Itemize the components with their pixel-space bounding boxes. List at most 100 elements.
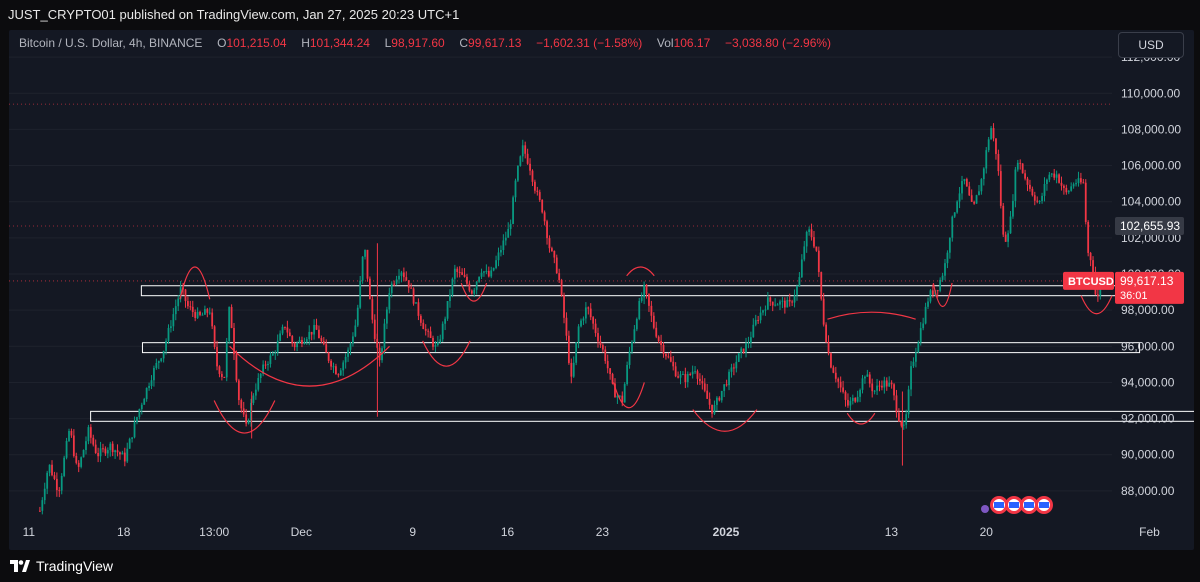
candle-body (839, 381, 842, 388)
symbol-title[interactable]: Bitcoin / U.S. Dollar, 4h, BINANCE (19, 36, 203, 50)
x-tick-label: 13:00 (199, 525, 229, 539)
candle-body (284, 326, 286, 328)
candle-body (592, 317, 595, 324)
event-flags (981, 496, 1053, 514)
candle-body (128, 438, 131, 449)
candle-body (876, 385, 878, 391)
candle-body (43, 488, 46, 501)
candle-body (691, 371, 694, 375)
candle-body (927, 301, 929, 307)
candle-body (371, 299, 374, 320)
candle-body (771, 301, 774, 306)
candle-body (97, 453, 100, 457)
candle-body (111, 443, 114, 453)
x-tick-label: Dec (291, 525, 312, 539)
candle-body (259, 373, 262, 379)
candle-body (951, 216, 954, 238)
candle-body (953, 212, 956, 217)
candle-body (1053, 173, 1056, 178)
candle-body (63, 457, 66, 476)
candle-body (618, 395, 621, 397)
candle-body (349, 343, 352, 350)
candle-body (689, 374, 692, 376)
candle-body (218, 366, 221, 374)
candle-body (330, 360, 332, 367)
candle-body (102, 448, 104, 450)
candle-body (436, 342, 439, 346)
candle-body (548, 238, 551, 249)
support-zone (140, 285, 1141, 297)
candle-body (434, 345, 437, 347)
event-flag-icons[interactable] (981, 496, 1053, 514)
y-tick-label: 106,000.00 (1121, 159, 1181, 173)
candle-body (650, 305, 653, 316)
candle-body (216, 346, 218, 367)
candle-body (796, 286, 798, 296)
candle-body (769, 297, 772, 302)
candle-body (917, 342, 920, 353)
candle-body (674, 366, 677, 377)
candle-body (196, 311, 199, 318)
candle-body (849, 400, 852, 406)
candle-body (223, 376, 226, 378)
candle-body (143, 398, 146, 405)
candle-body (487, 270, 490, 277)
candle-body (871, 383, 874, 392)
candle-body (116, 450, 119, 453)
candle-body (931, 290, 934, 295)
candle-body (832, 367, 835, 373)
candle-body (1063, 185, 1065, 188)
candle-body (1096, 294, 1099, 296)
y-tick-label: 96,000.00 (1121, 339, 1175, 353)
candle-body (956, 201, 959, 213)
candle-body (1031, 188, 1034, 196)
candle-body (106, 450, 109, 454)
candle-body (745, 343, 747, 353)
candle-body (572, 362, 575, 377)
candle-body (378, 347, 381, 361)
chart-pane[interactable]: 88,000.00 90,000.00 92,000.00 94,000.00 96,0… (9, 30, 1194, 550)
candle-body (881, 385, 883, 388)
price-chart[interactable]: 88,000.00 90,000.00 92,000.00 94,000.00 96,0… (9, 30, 1194, 550)
candle-body (1033, 195, 1036, 201)
candle-body (902, 424, 905, 426)
candle-body (237, 380, 240, 401)
candle-body (786, 299, 789, 308)
volume-label: Vol (656, 36, 674, 50)
candle-body (611, 374, 614, 384)
candle-body (805, 231, 808, 247)
candle-body (939, 279, 942, 291)
candle-body (262, 364, 265, 374)
candle-body (502, 240, 505, 251)
grid-layer (9, 56, 1112, 492)
candle-body (703, 383, 706, 391)
candle-body (339, 370, 342, 376)
currency-button[interactable]: USD (1118, 32, 1184, 58)
candle-body (718, 397, 721, 401)
candle-body (208, 312, 211, 314)
candle-body (354, 325, 357, 337)
candle-body (885, 380, 888, 387)
tradingview-logo[interactable]: TradingView (10, 558, 113, 574)
candle-body (213, 326, 216, 347)
candle-body (174, 306, 177, 315)
candle-body (1058, 174, 1060, 183)
candle-body (728, 371, 730, 386)
candle-body (893, 384, 895, 396)
candle-body (747, 342, 750, 344)
candle-body (609, 368, 612, 375)
candle-body (315, 325, 318, 330)
candle-body (109, 443, 112, 451)
candle-body (577, 326, 580, 343)
cap-arc (827, 311, 916, 320)
change-value: −1,602.31 (−1.58%) (536, 36, 643, 50)
candle-body (912, 361, 915, 367)
candle-body (140, 404, 143, 410)
candle-body (1036, 200, 1039, 202)
candle-body (291, 336, 294, 344)
candle-body (335, 366, 337, 375)
candle-body (352, 336, 354, 344)
cap-arc (179, 266, 211, 300)
candle-body (643, 284, 646, 298)
candle-body (526, 153, 529, 164)
